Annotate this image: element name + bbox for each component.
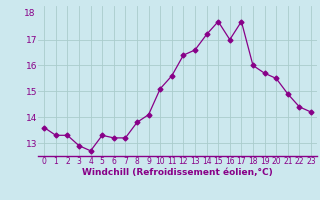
Text: 18: 18: [24, 9, 36, 18]
X-axis label: Windchill (Refroidissement éolien,°C): Windchill (Refroidissement éolien,°C): [82, 168, 273, 177]
